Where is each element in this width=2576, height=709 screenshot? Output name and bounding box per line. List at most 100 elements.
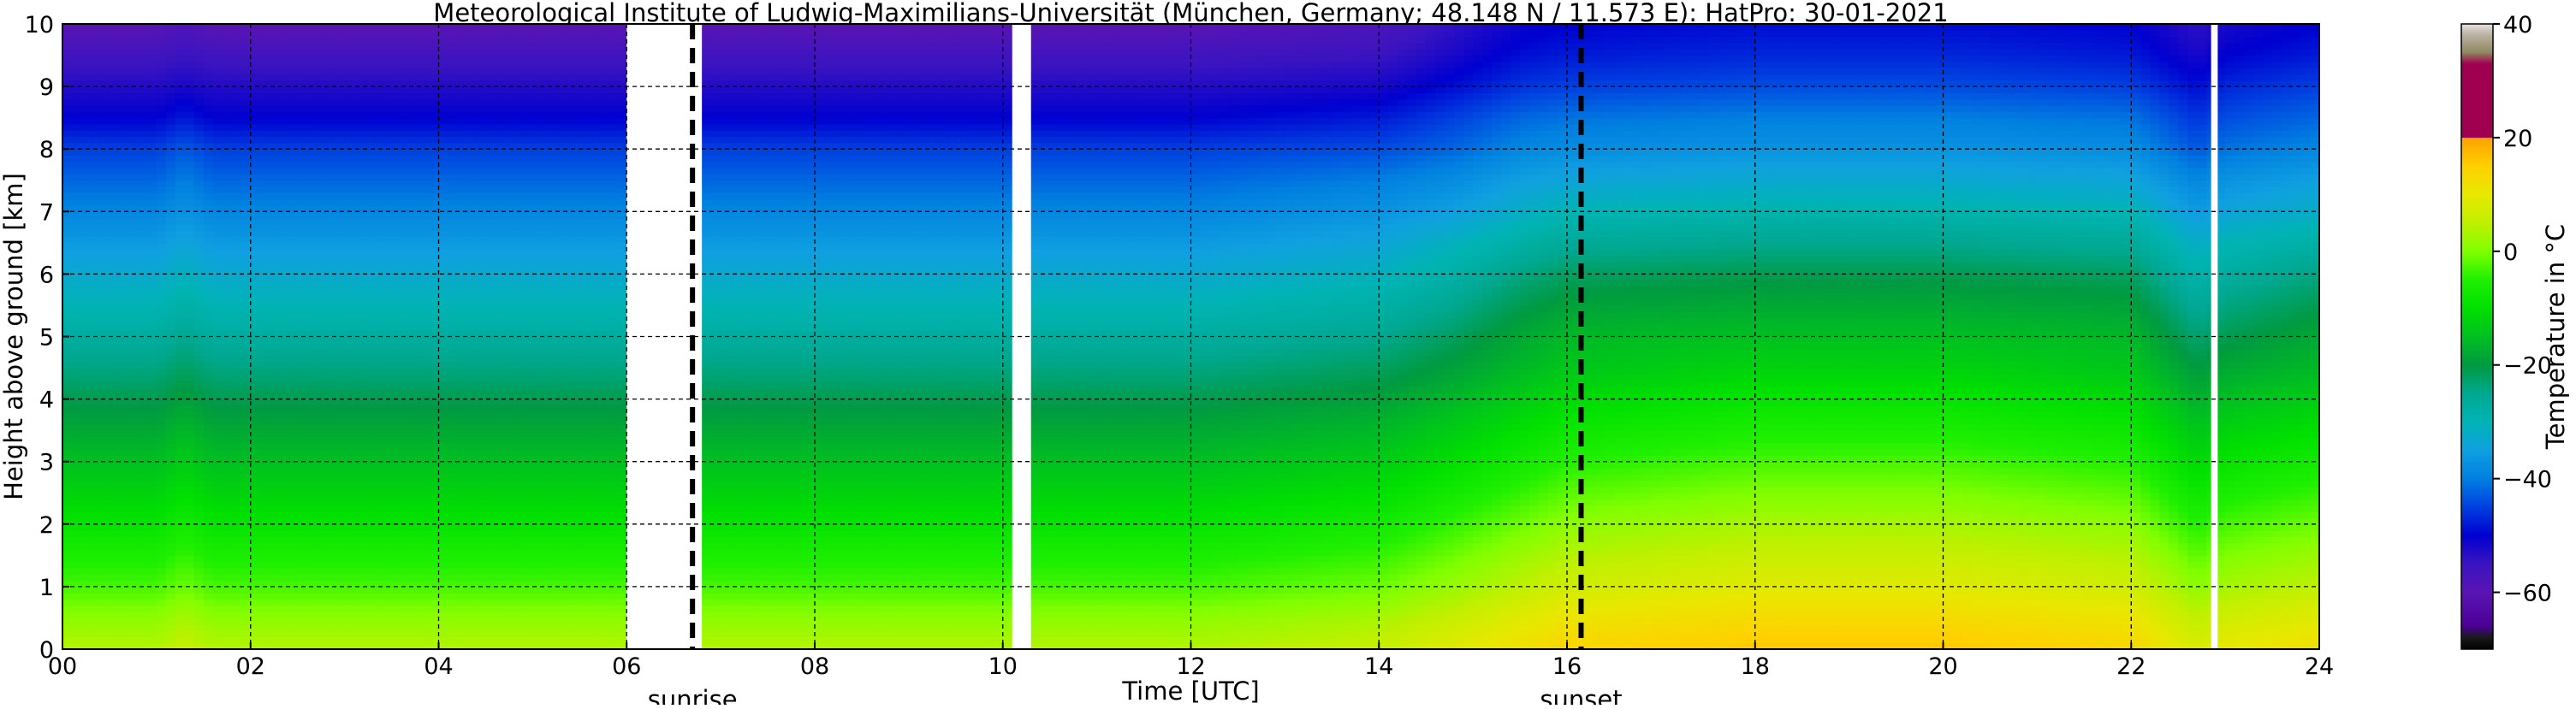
- heatmap-cell: [411, 499, 421, 506]
- heatmap-cell: [439, 255, 449, 262]
- heatmap-cell: [420, 368, 430, 375]
- heatmap-cell: [411, 368, 421, 375]
- heatmap-cell: [448, 612, 458, 618]
- heatmap-cell: [119, 30, 129, 37]
- heatmap-cell: [100, 524, 110, 531]
- heatmap-cell: [72, 555, 82, 562]
- heatmap-cell: [476, 49, 486, 56]
- heatmap-cell: [166, 612, 176, 618]
- heatmap-cell: [185, 162, 195, 168]
- heatmap-cell: [119, 418, 129, 425]
- heatmap-cell: [307, 105, 318, 112]
- heatmap-cell: [298, 405, 308, 412]
- heatmap-cell: [345, 287, 355, 293]
- heatmap-cell: [241, 237, 252, 244]
- heatmap-cell: [270, 612, 280, 618]
- heatmap-cell: [81, 355, 92, 362]
- heatmap-cell: [373, 86, 383, 93]
- heatmap-cell: [466, 349, 477, 356]
- heatmap-cell: [485, 199, 496, 206]
- heatmap-cell: [194, 162, 205, 168]
- heatmap-cell: [166, 624, 176, 631]
- heatmap-cell: [260, 86, 270, 93]
- heatmap-cell: [251, 62, 261, 68]
- heatmap-cell: [175, 381, 186, 387]
- heatmap-cell: [166, 43, 176, 50]
- heatmap-cell: [345, 305, 355, 312]
- heatmap-cell: [91, 593, 101, 600]
- heatmap-cell: [138, 43, 148, 50]
- heatmap-cell: [223, 536, 233, 543]
- heatmap-cell: [110, 43, 120, 50]
- heatmap-cell: [166, 362, 176, 369]
- heatmap-cell: [204, 499, 214, 506]
- heatmap-cell: [175, 481, 186, 487]
- heatmap-cell: [392, 568, 402, 575]
- heatmap-cell: [504, 30, 514, 37]
- heatmap-cell: [213, 481, 223, 487]
- heatmap-cell: [288, 211, 299, 218]
- heatmap-cell: [307, 600, 318, 606]
- heatmap-cell: [72, 99, 82, 106]
- heatmap-cell: [119, 568, 129, 575]
- heatmap-cell: [175, 493, 186, 499]
- heatmap-cell: [175, 74, 186, 80]
- heatmap-cell: [466, 137, 477, 144]
- heatmap-cell: [392, 574, 402, 581]
- heatmap-cell: [466, 105, 477, 112]
- heatmap-cell: [317, 593, 327, 600]
- heatmap-cell: [110, 630, 120, 637]
- heatmap-cell: [223, 299, 233, 306]
- heatmap-cell: [430, 68, 440, 74]
- heatmap-cell: [495, 305, 505, 312]
- heatmap-cell: [185, 68, 195, 74]
- heatmap-cell: [448, 549, 458, 556]
- heatmap-cell: [298, 587, 308, 594]
- heatmap-cell: [392, 292, 402, 299]
- heatmap-cell: [317, 211, 327, 218]
- heatmap-cell: [166, 511, 176, 518]
- heatmap-cell: [466, 162, 477, 168]
- heatmap-cell: [317, 86, 327, 93]
- heatmap-cell: [317, 600, 327, 606]
- heatmap-cell: [476, 287, 486, 293]
- heatmap-cell: [204, 211, 214, 218]
- heatmap-cell: [411, 493, 421, 499]
- heatmap-cell: [175, 218, 186, 225]
- heatmap-cell: [523, 86, 533, 93]
- heatmap-cell: [119, 555, 129, 562]
- heatmap-cell: [345, 606, 355, 612]
- heatmap-cell: [270, 430, 280, 437]
- heatmap-cell: [476, 430, 486, 437]
- heatmap-cell: [307, 355, 318, 362]
- heatmap-cell: [166, 105, 176, 112]
- heatmap-cell: [373, 230, 383, 237]
- heatmap-cell: [223, 43, 233, 50]
- heatmap-cell: [345, 62, 355, 68]
- heatmap-cell: [110, 130, 120, 137]
- heatmap-cell: [223, 162, 233, 168]
- heatmap-cell: [430, 630, 440, 637]
- heatmap-cell: [270, 211, 280, 218]
- heatmap-cell: [495, 505, 505, 512]
- heatmap-cell: [241, 481, 252, 487]
- heatmap-cell: [354, 324, 365, 331]
- heatmap-cell: [411, 86, 421, 93]
- heatmap-cell: [185, 493, 195, 499]
- heatmap-cell: [476, 62, 486, 68]
- heatmap-cell: [411, 199, 421, 206]
- heatmap-cell: [354, 92, 365, 99]
- heatmap-cell: [204, 186, 214, 193]
- heatmap-cell: [260, 130, 270, 137]
- heatmap-cell: [157, 505, 167, 512]
- heatmap-cell: [307, 118, 318, 125]
- heatmap-cell: [513, 37, 524, 44]
- heatmap-cell: [91, 292, 101, 299]
- heatmap-cell: [466, 299, 477, 306]
- heatmap-cell: [270, 593, 280, 600]
- heatmap-cell: [288, 192, 299, 199]
- heatmap-cell: [260, 174, 270, 180]
- heatmap-cell: [523, 530, 533, 537]
- heatmap-cell: [364, 292, 374, 299]
- heatmap-cell: [298, 543, 308, 550]
